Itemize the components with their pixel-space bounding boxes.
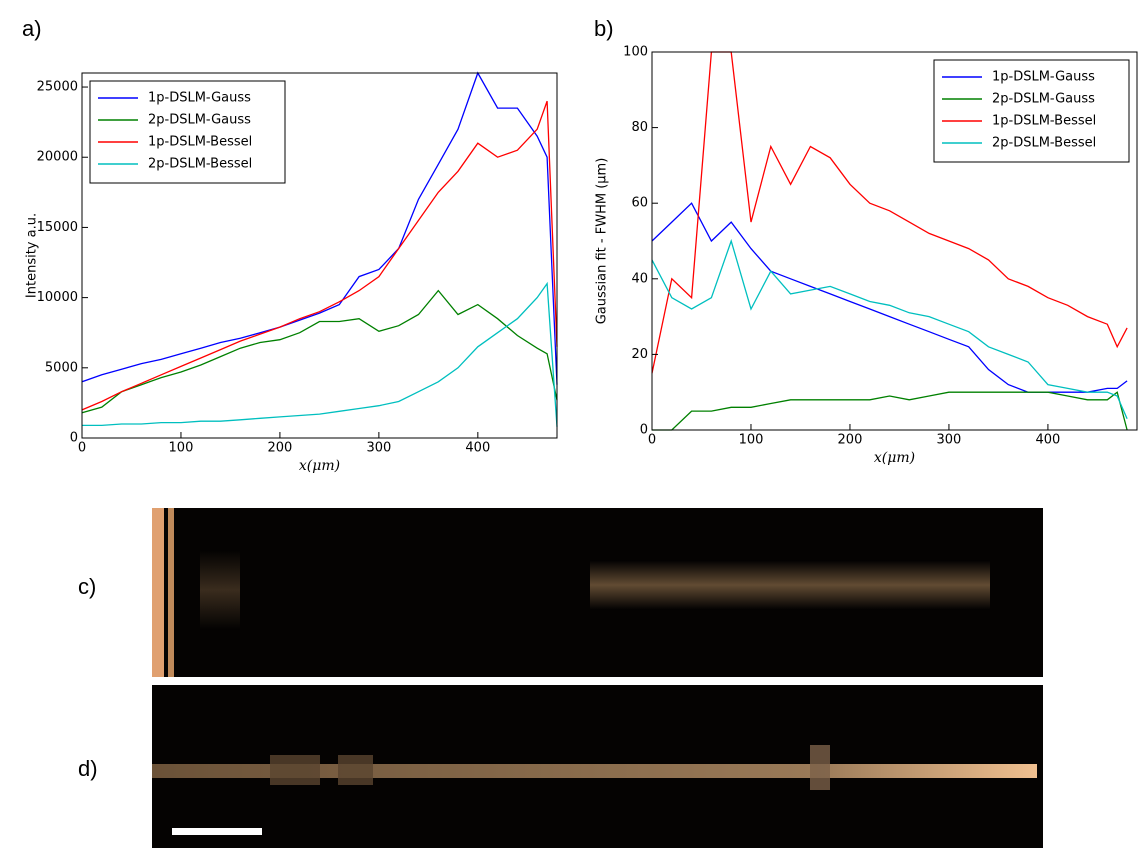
x-tick-label: 300 xyxy=(937,433,962,448)
x-tick-label: 300 xyxy=(366,441,391,456)
y-tick-label: 0 xyxy=(70,431,78,446)
legend-label: 2p-DSLM-Gauss xyxy=(992,92,1095,107)
series-line xyxy=(81,289,558,414)
legend-label: 1p-DSLM-Bessel xyxy=(992,114,1096,129)
x-tick-label: 200 xyxy=(268,441,293,456)
plot-frame xyxy=(81,72,558,439)
legend: 1p-DSLM-Gauss 2p-DSLM-Gauss 1p-DSLM-Bessel… xyxy=(89,80,286,184)
panel-label: d) xyxy=(78,756,98,781)
y-tick-label: 20 xyxy=(631,347,648,362)
series-line xyxy=(651,202,1128,393)
series-line xyxy=(651,51,1128,374)
x-tick-label: 400 xyxy=(465,441,490,456)
x-axis-label: x(μm) xyxy=(874,450,915,466)
image-d xyxy=(152,685,1043,848)
y-axis-label: Intensity a.u. xyxy=(25,213,40,298)
panel-label: b) xyxy=(594,16,614,41)
series-line xyxy=(81,100,558,411)
legend: 1p-DSLM-Gauss 2p-DSLM-Gauss 1p-DSLM-Bessel… xyxy=(933,59,1130,163)
y-tick-label: 25000 xyxy=(37,80,78,95)
x-tick-label: 0 xyxy=(648,433,656,448)
y-tick-label: 15000 xyxy=(37,220,78,235)
y-tick-label: 0 xyxy=(640,423,648,438)
x-tick-label: 400 xyxy=(1036,433,1061,448)
legend-box xyxy=(89,80,286,184)
scale-bar xyxy=(172,828,262,835)
panel-label: c) xyxy=(78,574,96,599)
y-tick-label: 40 xyxy=(631,271,648,286)
plot-frame xyxy=(651,51,1138,431)
panel-label: a) xyxy=(22,16,42,41)
image-c xyxy=(152,508,1043,677)
x-tick-label: 100 xyxy=(739,433,764,448)
x-tick-label: 200 xyxy=(838,433,863,448)
legend-label: 2p-DSLM-Bessel xyxy=(992,136,1096,151)
legend-label: 1p-DSLM-Gauss xyxy=(148,91,251,106)
y-tick-label: 20000 xyxy=(37,150,78,165)
y-tick-label: 80 xyxy=(631,120,648,135)
series-line xyxy=(651,238,1128,419)
y-tick-label: 60 xyxy=(631,196,648,211)
legend-label: 2p-DSLM-Gauss xyxy=(148,113,251,128)
y-tick-label: 5000 xyxy=(45,360,78,375)
y-axis-label: Gaussian fit - FWHM (μm) xyxy=(595,158,610,325)
y-tick-label: 100 xyxy=(623,45,648,60)
legend-label: 1p-DSLM-Gauss xyxy=(992,70,1095,85)
legend-label: 2p-DSLM-Bessel xyxy=(148,157,252,172)
x-tick-label: 0 xyxy=(78,441,86,456)
x-tick-label: 100 xyxy=(169,441,194,456)
series-line xyxy=(81,71,558,385)
legend-label: 1p-DSLM-Bessel xyxy=(148,135,252,150)
series-line xyxy=(82,281,558,427)
series-line xyxy=(652,391,1128,431)
x-axis-label: x(μm) xyxy=(299,458,340,474)
y-tick-label: 10000 xyxy=(37,290,78,305)
